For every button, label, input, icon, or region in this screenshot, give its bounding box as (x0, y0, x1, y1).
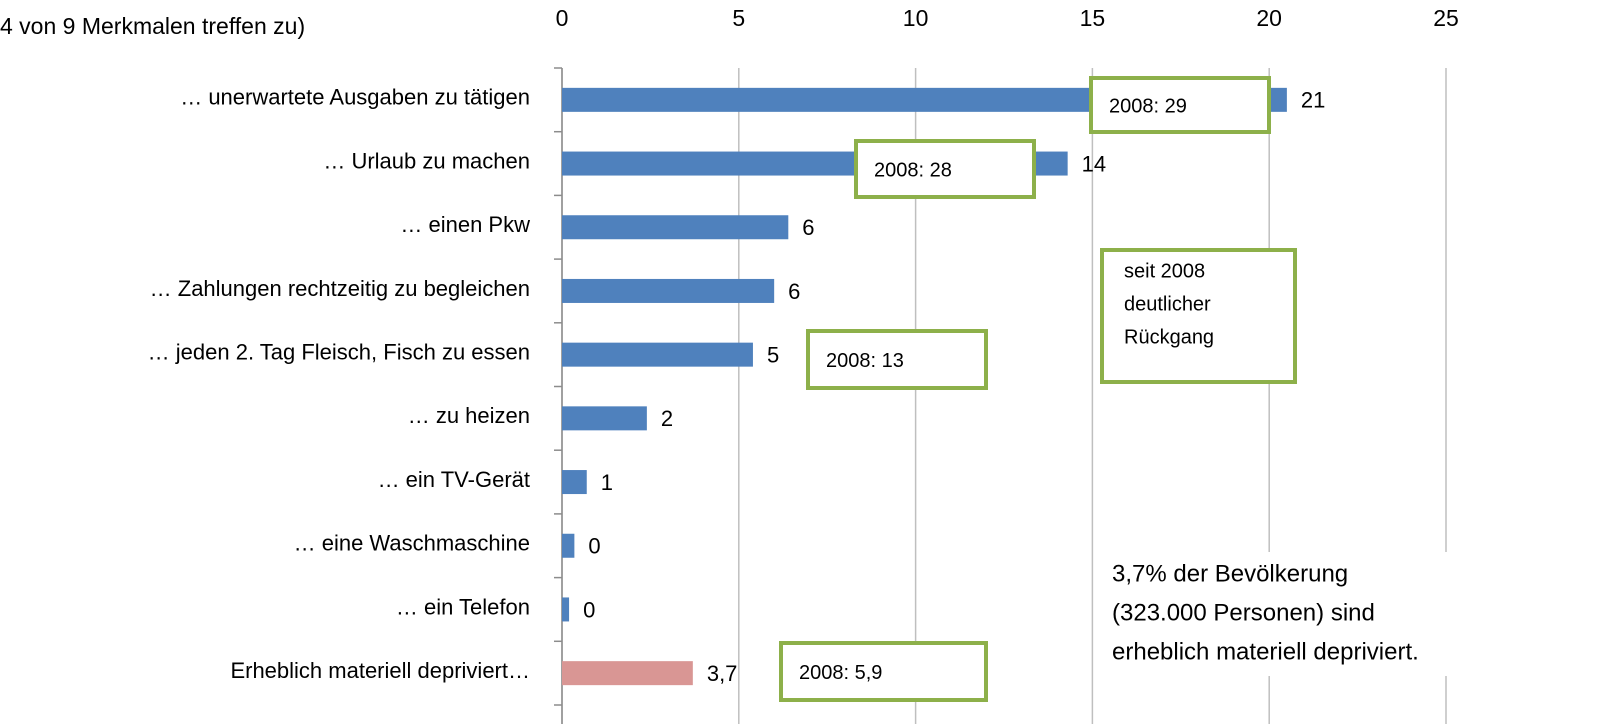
annotation: 2008: 29 (1109, 95, 1187, 117)
x-tick-label: 10 (903, 5, 929, 31)
y-tick-label: … Zahlungen rechtzeitig zu begleichen (150, 276, 530, 301)
bar (562, 342, 753, 367)
x-tick-label: 5 (732, 5, 745, 31)
bar (562, 533, 575, 558)
note: erheblich materiell depriviert. (1112, 638, 1419, 665)
y-tick-label: … Urlaub zu machen (323, 148, 530, 173)
bar (562, 278, 775, 303)
value-label: 0 (583, 597, 595, 622)
y-tick-label: Erheblich materiell depriviert… (230, 658, 530, 683)
bar (562, 470, 587, 495)
note: (323.000 Personen) sind (1112, 599, 1375, 626)
y-tick-label: … ein TV-Gerät (378, 467, 530, 492)
y-tick-label: … zu heizen (408, 403, 530, 428)
y-tick-label: … eine Waschmaschine (294, 531, 530, 556)
annotation: Rückgang (1124, 326, 1214, 348)
annotation-box (1100, 248, 1297, 384)
annotation-box (1089, 76, 1271, 134)
annotation-box (854, 139, 1036, 199)
annotation: deutlicher (1124, 293, 1211, 315)
annotation: 2008: 13 (826, 350, 904, 372)
x-tick-label: 25 (1433, 5, 1459, 31)
bar (562, 597, 570, 622)
bar (562, 661, 693, 686)
value-label: 3,7 (707, 661, 738, 686)
x-tick-label: 0 (556, 5, 569, 31)
value-label: 6 (788, 279, 800, 304)
bar (562, 215, 789, 240)
value-label: 5 (767, 342, 779, 367)
annotation: 2008: 28 (874, 159, 952, 181)
value-label: 21 (1301, 88, 1325, 113)
chart-title: 4 von 9 Merkmalen treffen zu) (0, 13, 305, 39)
note: 3,7% der Bevölkerung (1112, 560, 1348, 587)
note-bg (1100, 552, 1610, 676)
y-tick-label: … jeden 2. Tag Fleisch, Fisch zu essen (148, 339, 530, 364)
value-label: 2 (661, 406, 673, 431)
annotation: 2008: 5,9 (799, 662, 882, 684)
y-tick-label: … unerwartete Ausgaben zu tätigen (180, 85, 530, 110)
value-label: 1 (601, 470, 613, 495)
x-tick-label: 15 (1080, 5, 1106, 31)
value-label: 6 (802, 215, 814, 240)
annotation: seit 2008 (1124, 260, 1205, 282)
value-label: 14 (1082, 151, 1106, 176)
x-tick-label: 20 (1256, 5, 1282, 31)
annotation-box (806, 329, 988, 390)
y-tick-label: … ein Telefon (396, 594, 530, 619)
value-label: 0 (588, 534, 600, 559)
annotation-box (779, 641, 988, 702)
y-tick-label: … einen Pkw (400, 212, 530, 237)
bar (562, 406, 647, 431)
